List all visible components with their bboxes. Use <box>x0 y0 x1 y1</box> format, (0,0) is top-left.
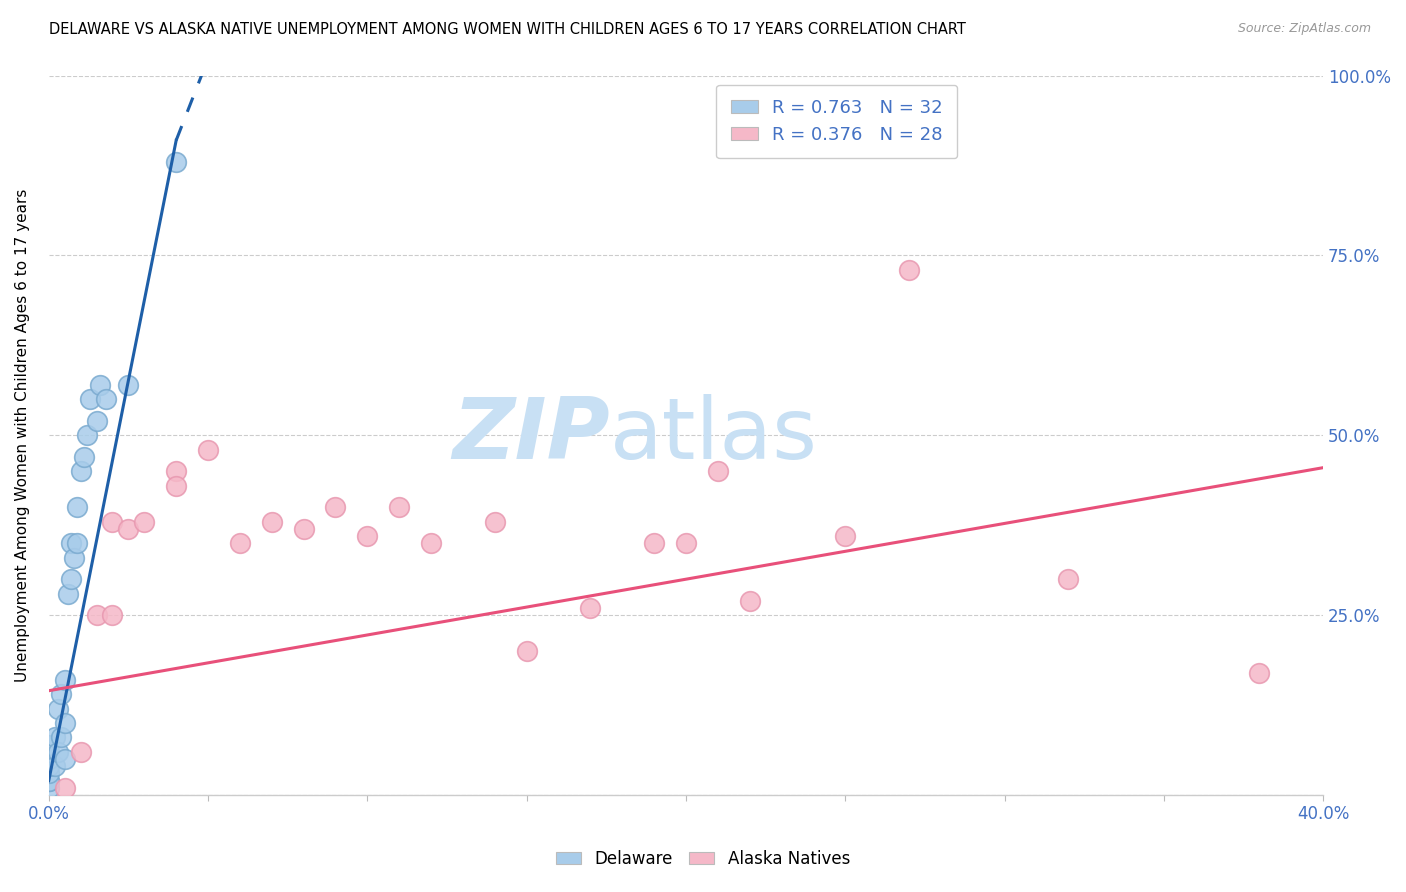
Point <box>76 428 98 442</box>
Legend: Delaware, Alaska Natives: Delaware, Alaska Natives <box>550 844 856 875</box>
Point <box>38 766 60 780</box>
Text: atlas: atlas <box>609 393 817 477</box>
Point <box>86 414 108 428</box>
Point <box>89 378 111 392</box>
Point <box>38 745 60 759</box>
Point <box>38 759 60 773</box>
Point <box>79 392 101 407</box>
Point <box>60 572 83 586</box>
Point <box>1249 665 1271 680</box>
Point <box>117 522 139 536</box>
Point <box>165 154 187 169</box>
Point <box>117 378 139 392</box>
Point <box>44 731 66 745</box>
Point <box>101 608 124 623</box>
Point <box>1057 572 1080 586</box>
Legend: R = 0.763   N = 32, R = 0.376   N = 28: R = 0.763 N = 32, R = 0.376 N = 28 <box>716 85 957 159</box>
Point <box>897 262 920 277</box>
Point <box>834 529 856 543</box>
Point <box>46 745 69 759</box>
Point <box>44 759 66 773</box>
Point <box>73 450 96 464</box>
Point <box>69 745 91 759</box>
Point <box>516 644 538 658</box>
Point <box>579 601 602 615</box>
Point <box>388 500 411 515</box>
Point <box>260 515 283 529</box>
Text: Source: ZipAtlas.com: Source: ZipAtlas.com <box>1237 22 1371 36</box>
Point <box>66 536 89 550</box>
Point <box>51 687 73 701</box>
Point <box>53 780 76 795</box>
Point <box>86 608 108 623</box>
Point <box>56 586 79 600</box>
Point <box>197 442 219 457</box>
Point <box>675 536 697 550</box>
Text: DELAWARE VS ALASKA NATIVE UNEMPLOYMENT AMONG WOMEN WITH CHILDREN AGES 6 TO 17 YE: DELAWARE VS ALASKA NATIVE UNEMPLOYMENT A… <box>49 22 966 37</box>
Point <box>165 478 187 492</box>
Point <box>738 594 761 608</box>
Point <box>165 464 187 478</box>
Point <box>46 702 69 716</box>
Point <box>38 773 60 788</box>
Y-axis label: Unemployment Among Women with Children Ages 6 to 17 years: Unemployment Among Women with Children A… <box>15 188 30 682</box>
Point <box>707 464 730 478</box>
Point <box>63 550 86 565</box>
Point <box>38 780 60 795</box>
Point <box>38 773 60 788</box>
Point <box>484 515 506 529</box>
Text: ZIP: ZIP <box>451 393 609 477</box>
Point <box>60 536 83 550</box>
Point <box>292 522 315 536</box>
Point <box>356 529 378 543</box>
Point <box>134 515 156 529</box>
Point <box>69 464 91 478</box>
Point <box>229 536 252 550</box>
Point <box>38 752 60 766</box>
Point <box>53 752 76 766</box>
Point <box>53 716 76 731</box>
Point <box>643 536 665 550</box>
Point <box>420 536 443 550</box>
Point <box>66 500 89 515</box>
Point <box>101 515 124 529</box>
Point <box>94 392 117 407</box>
Point <box>325 500 347 515</box>
Point <box>38 738 60 752</box>
Point <box>53 673 76 687</box>
Point <box>51 731 73 745</box>
